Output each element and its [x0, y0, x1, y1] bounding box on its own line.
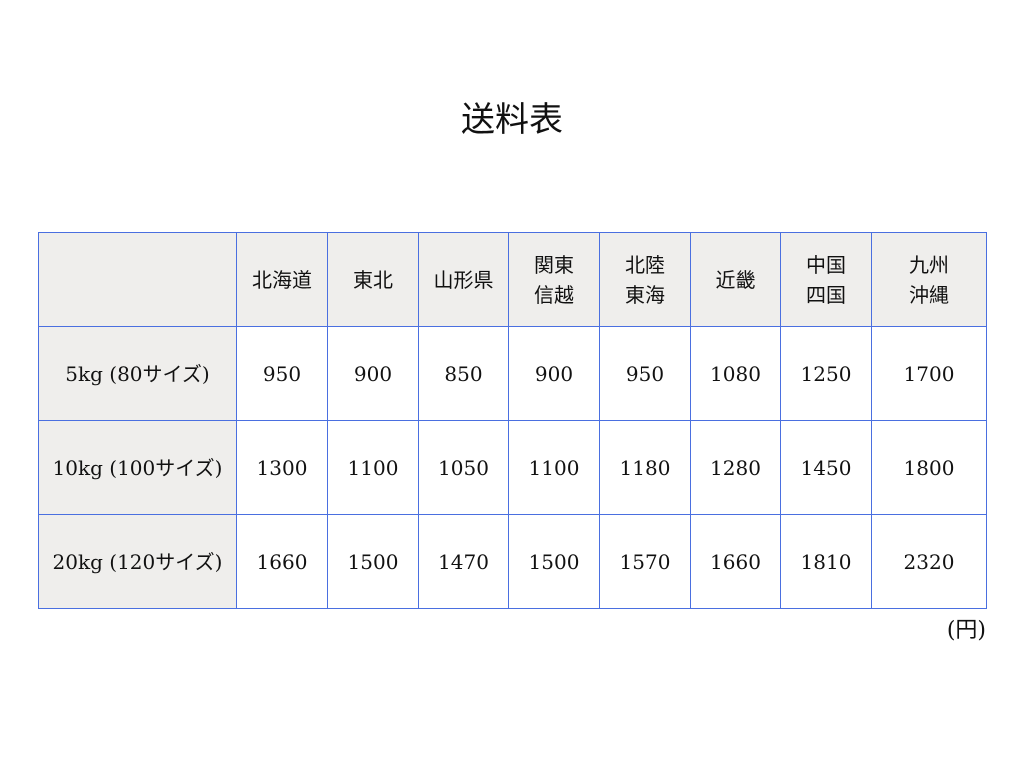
price-cell: 1050 — [418, 420, 509, 515]
region-header: 山形県 — [418, 232, 509, 327]
region-header: 中国 四国 — [780, 232, 872, 327]
price-cell: 1500 — [508, 514, 600, 609]
price-cell: 900 — [327, 326, 419, 421]
price-cell: 1700 — [871, 326, 987, 421]
price-cell: 900 — [508, 326, 600, 421]
corner-cell — [38, 232, 237, 327]
region-header: 東北 — [327, 232, 419, 327]
price-cell: 1080 — [690, 326, 781, 421]
table-row: 5kg (80サイズ) 950 900 850 900 950 1080 1250 1700 — [38, 326, 987, 421]
header-row: 北海道 東北 山形県 関東 信越 北陸 東海 近畿 中国 四国 九州 沖縄 — [38, 232, 987, 327]
price-cell: 1470 — [418, 514, 509, 609]
price-cell: 1280 — [690, 420, 781, 515]
price-cell: 1800 — [871, 420, 987, 515]
price-cell: 1300 — [236, 420, 328, 515]
size-label: 20kg (120サイズ) — [38, 514, 237, 609]
price-cell: 1570 — [599, 514, 691, 609]
price-cell: 2320 — [871, 514, 987, 609]
price-cell: 1810 — [780, 514, 872, 609]
table-row: 20kg (120サイズ) 1660 1500 1470 1500 1570 1660 181… — [38, 514, 987, 609]
size-label: 10kg (100サイズ) — [38, 420, 237, 515]
price-cell: 1100 — [327, 420, 419, 515]
region-header: 関東 信越 — [508, 232, 600, 327]
page-title: 送料表 — [461, 100, 563, 140]
region-header: 北海道 — [236, 232, 328, 327]
price-cell: 1250 — [780, 326, 872, 421]
price-cell: 1180 — [599, 420, 691, 515]
region-header: 北陸 東海 — [599, 232, 691, 327]
price-cell: 1660 — [236, 514, 328, 609]
unit-label: (円) — [946, 618, 986, 643]
region-header: 九州 沖縄 — [871, 232, 987, 327]
shipping-rate-table: 北海道 東北 山形県 関東 信越 北陸 東海 近畿 中国 四国 九州 沖縄 5kg (80サイズ… — [38, 232, 987, 609]
size-label: 5kg (80サイズ) — [38, 326, 237, 421]
price-cell: 950 — [236, 326, 328, 421]
price-cell: 1660 — [690, 514, 781, 609]
price-cell: 1450 — [780, 420, 872, 515]
price-cell: 1500 — [327, 514, 419, 609]
price-cell: 950 — [599, 326, 691, 421]
price-cell: 850 — [418, 326, 509, 421]
price-cell: 1100 — [508, 420, 600, 515]
region-header: 近畿 — [690, 232, 781, 327]
table-row: 10kg (100サイズ) 1300 1100 1050 1100 1180 1280 145… — [38, 420, 987, 515]
